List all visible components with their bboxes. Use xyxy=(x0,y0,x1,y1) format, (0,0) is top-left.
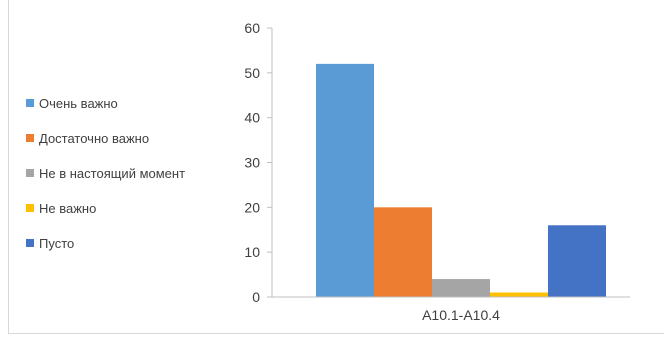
y-tick-label: 20 xyxy=(244,199,260,215)
bar xyxy=(432,279,490,297)
legend-item-empty: Пусто xyxy=(26,235,185,251)
legend-swatch xyxy=(26,99,34,107)
legend-swatch xyxy=(26,134,34,142)
legend-item-not-important: Не важно xyxy=(26,200,185,216)
legend-label: Очень важно xyxy=(39,95,118,111)
chart-frame xyxy=(8,0,664,334)
y-axis: 0 10 20 30 40 50 60 xyxy=(244,20,273,305)
chart-legend: Очень важно Достаточно важно Не в настоя… xyxy=(26,95,185,270)
y-tick-label: 40 xyxy=(244,110,260,126)
bar-group xyxy=(316,63,606,297)
y-tick-label: 0 xyxy=(252,289,260,305)
y-tick-label: 30 xyxy=(244,155,260,171)
bar xyxy=(490,292,548,297)
bar xyxy=(374,207,432,297)
legend-label: Не важно xyxy=(39,200,97,216)
legend-label: Пусто xyxy=(39,235,75,251)
legend-swatch xyxy=(26,204,34,212)
legend-item-not-at-the-moment: Не в настоящий момент xyxy=(26,165,185,181)
bar xyxy=(316,63,374,297)
legend-label: Достаточно важно xyxy=(39,130,150,146)
legend-item-very-important: Очень важно xyxy=(26,95,185,111)
legend-swatch xyxy=(26,239,34,247)
y-tick-label: 60 xyxy=(244,20,260,36)
legend-swatch xyxy=(26,169,34,177)
x-category-label: A10.1-A10.4 xyxy=(422,307,500,323)
legend-label: Не в настоящий момент xyxy=(39,165,186,181)
legend-item-fairly-important: Достаточно важно xyxy=(26,130,185,146)
bar xyxy=(548,225,606,297)
y-tick-label: 50 xyxy=(244,65,260,81)
x-axis: A10.1-A10.4 xyxy=(272,296,630,323)
y-tick-label: 10 xyxy=(244,244,260,260)
